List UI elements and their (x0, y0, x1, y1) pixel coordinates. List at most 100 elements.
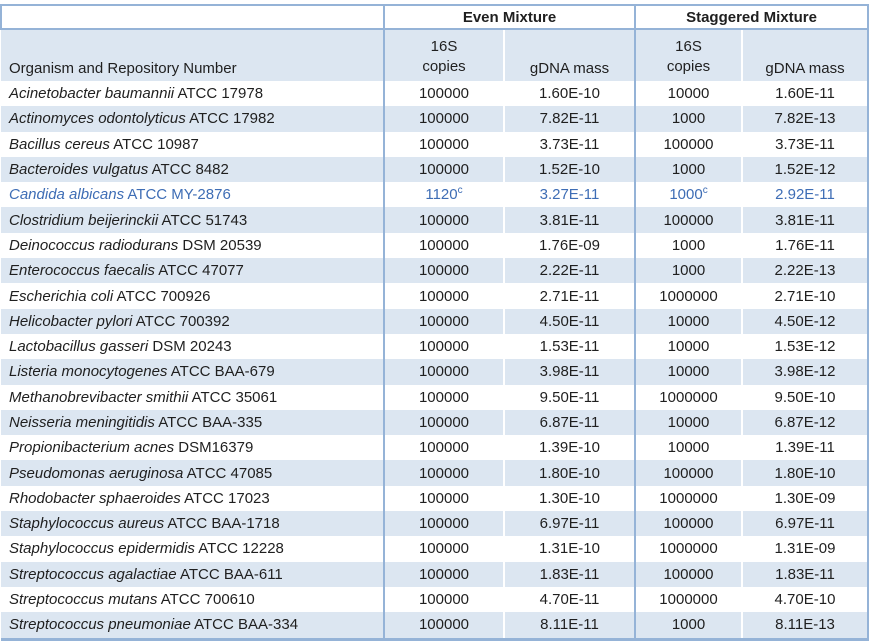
even-gdna-mass-cell: 2.71E-11 (503, 283, 635, 309)
even-16s-copies-cell: 100000 (383, 131, 504, 157)
organism-cell: Candida albicans ATCC MY-2876 (1, 182, 384, 208)
staggered-gdna-mass-cell: 7.82E-13 (741, 106, 869, 132)
species-name: Actinomyces odontolyticus (9, 110, 186, 128)
staggered-16s-copies-cell: 100000 (634, 460, 742, 486)
staggered-16s-copies-cell: 1000 (634, 232, 742, 259)
even-gdna-mass-cell: 9.50E-11 (503, 384, 635, 410)
even-gdna-mass-cell: 1.80E-10 (503, 460, 635, 486)
table-row: Bacillus cereus ATCC 10987 100000 3.73E-11… (1, 131, 869, 157)
even-16s-copies-cell: 100000 (383, 359, 504, 385)
staggered-16s-copies-cell: 10000 (634, 308, 742, 334)
even-gdna-mass-cell: 1.30E-10 (503, 485, 635, 512)
organism-cell: Propionibacterium acnes DSM16379 (1, 435, 384, 461)
even-copies-line: copies (422, 58, 466, 75)
species-name: Lactobacillus gasseri (9, 338, 149, 356)
column-header-row: Organism and Repository Number 16S copie… (1, 29, 869, 81)
table-row: Neisseria meningitidis ATCC BAA-335 10000… (1, 409, 869, 436)
staggered-16s-line: 16S (675, 38, 702, 55)
organism-cell: Neisseria meningitidis ATCC BAA-335 (1, 409, 384, 436)
staggered-gdna-mass-cell: 1.52E-12 (741, 156, 869, 183)
staggered-copies-line: copies (666, 58, 711, 75)
table-row: Candida albicans ATCC MY-2876 1120c 3.27E-… (1, 182, 869, 208)
staggered-16s-copies-cell: 1000 (634, 156, 742, 183)
even-16s-copies-cell: 100000 (383, 156, 504, 183)
even-gdna-mass-cell: 2.22E-11 (503, 258, 635, 284)
even-16s-copies-cell: 100000 (383, 536, 504, 562)
species-name: Escherichia coli (9, 287, 114, 305)
even-16s-copies-cell: 100000 (383, 81, 504, 107)
staggered-gdna-mass-cell: 1.39E-11 (741, 435, 869, 461)
staggered-16s-copies-cell: 100000 (634, 207, 742, 233)
species-name: Bacteroides vulgatus (9, 161, 149, 179)
species-name: Helicobacter pylori (9, 312, 133, 330)
organism-cell: Clostridium beijerinckii ATCC 51743 (1, 207, 384, 233)
even-16s-copies-cell: 100000 (383, 460, 504, 486)
even-16s-copies-cell: 100000 (383, 384, 504, 410)
staggered-gdna-mass-cell: 4.70E-10 (741, 586, 869, 613)
organism-cell: Bacteroides vulgatus ATCC 8482 (1, 156, 384, 183)
table-row: Lactobacillus gasseri DSM 20243 100000 1.5… (1, 333, 869, 360)
even-gdna-mass-cell: 1.31E-10 (503, 536, 635, 562)
table-row: Listeria monocytogenes ATCC BAA-679 10000… (1, 359, 869, 385)
even-gdna-mass-cell: 4.50E-11 (503, 308, 635, 334)
organism-cell: Streptococcus pneumoniae ATCC BAA-334 (1, 612, 384, 641)
footnote-marker: c (457, 185, 463, 197)
organism-column-header: Organism and Repository Number (1, 29, 384, 81)
staggered-16s-copies-cell: 10000 (634, 81, 742, 107)
even-16s-copies-cell: 100000 (383, 207, 504, 233)
staggered-gdna-mass-cell: 1.53E-12 (741, 333, 869, 360)
organism-cell: Helicobacter pylori ATCC 700392 (1, 308, 384, 334)
staggered-gdna-mass-cell: 1.60E-11 (741, 81, 869, 107)
staggered-16s-copies-cell: 100000 (634, 131, 742, 157)
even-16s-copies-cell: 100000 (383, 258, 504, 284)
page: Even Mixture Staggered Mixture Organism … (0, 4, 869, 641)
organism-cell: Acinetobacter baumannii ATCC 17978 (1, 81, 384, 107)
staggered-gdna-mass-cell: 1.30E-09 (741, 485, 869, 512)
staggered-gdna-mass-cell: 8.11E-13 (741, 612, 869, 641)
species-name: Pseudomonas aeruginosa (9, 464, 184, 482)
species-name: Bacillus cereus (9, 135, 110, 153)
species-name: Acinetobacter baumannii (9, 85, 175, 103)
table-row: Propionibacterium acnes DSM16379 100000 1.… (1, 435, 869, 461)
even-16s-copies-cell: 1120c (383, 182, 504, 208)
even-gdna-mass-cell: 3.98E-11 (503, 359, 635, 385)
organism-cell: Escherichia coli ATCC 700926 (1, 283, 384, 309)
organism-cell: Streptococcus agalactiae ATCC BAA-611 (1, 561, 384, 587)
organism-cell: Enterococcus faecalis ATCC 47077 (1, 258, 384, 284)
staggered-gdna-mass-cell: 2.22E-13 (741, 258, 869, 284)
staggered-16s-copies-cell: 100000 (634, 561, 742, 587)
staggered-16s-copies-cell: 1000000 (634, 536, 742, 562)
organism-header-spacer (0, 4, 384, 30)
organism-cell: Deinococcus radiodurans DSM 20539 (1, 232, 384, 259)
staggered-16s-copies-header: 16S copies (634, 29, 742, 81)
organism-cell: Pseudomonas aeruginosa ATCC 47085 (1, 460, 384, 486)
staggered-gdna-mass-cell: 3.81E-11 (741, 207, 869, 233)
even-16s-copies-cell: 100000 (383, 561, 504, 587)
even-16s-copies-cell: 100000 (383, 435, 504, 461)
table-row: Actinomyces odontolyticus ATCC 17982 1000… (1, 106, 869, 132)
species-name: Staphylococcus epidermidis (9, 540, 195, 558)
staggered-mixture-group-header: Staggered Mixture (634, 4, 869, 30)
table-row: Rhodobacter sphaeroides ATCC 17023 100000… (1, 485, 869, 512)
even-gdna-mass-cell: 3.27E-11 (503, 182, 635, 208)
staggered-16s-copies-cell: 1000000 (634, 283, 742, 309)
organism-cell: Staphylococcus epidermidis ATCC 12228 (1, 536, 384, 562)
organism-cell: Actinomyces odontolyticus ATCC 17982 (1, 106, 384, 132)
staggered-gdna-mass-cell: 1.76E-11 (741, 232, 869, 259)
staggered-16s-copies-cell: 10000 (634, 435, 742, 461)
staggered-gdna-mass-cell: 6.87E-12 (741, 409, 869, 436)
species-name: Staphylococcus aureus (9, 515, 165, 533)
table-row: Helicobacter pylori ATCC 700392 100000 4.5… (1, 308, 869, 334)
staggered-16s-copies-cell: 1000000 (634, 586, 742, 613)
species-name: Streptococcus pneumoniae (9, 616, 191, 634)
species-name: Methanobrevibacter smithii (9, 388, 189, 406)
even-16s-copies-cell: 100000 (383, 232, 504, 259)
organism-cell: Lactobacillus gasseri DSM 20243 (1, 333, 384, 360)
even-16s-copies-cell: 100000 (383, 283, 504, 309)
staggered-16s-copies-cell: 10000 (634, 333, 742, 360)
organism-cell: Bacillus cereus ATCC 10987 (1, 131, 384, 157)
even-16s-copies-cell: 100000 (383, 586, 504, 613)
species-name: Listeria monocytogenes (9, 363, 168, 381)
table-header: Even Mixture Staggered Mixture Organism … (0, 4, 869, 81)
staggered-16s-copies-cell: 10000 (634, 409, 742, 436)
